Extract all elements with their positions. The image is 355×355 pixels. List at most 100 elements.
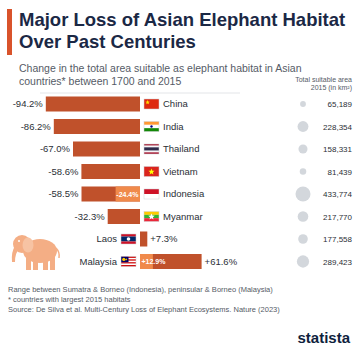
page: {"chart_data": { "type": "bar", "orienta…	[0, 0, 355, 355]
value-label: -86.2%	[21, 121, 52, 132]
area-label: 433,774	[323, 190, 352, 199]
flag-border	[121, 257, 136, 267]
category-label: Vietnam	[163, 166, 198, 177]
flag	[121, 234, 136, 244]
flag-border	[121, 234, 136, 244]
flag-stripe	[144, 99, 159, 109]
accent-bar	[7, 9, 12, 55]
category-label: Laos	[96, 233, 117, 244]
bar	[46, 97, 140, 112]
value-label: +61.6%	[205, 256, 238, 267]
area-label: 289,423	[323, 258, 352, 267]
flag-canton	[121, 257, 129, 263]
category-label: Malaysia	[80, 256, 118, 267]
area-label: 177,558	[323, 235, 352, 244]
elephant-tail	[56, 248, 59, 258]
elephant-icon	[12, 235, 59, 270]
flag	[144, 212, 159, 222]
flag-stripe	[121, 264, 136, 265]
value-label: -67.0%	[40, 143, 71, 154]
bars	[46, 97, 202, 270]
flag	[144, 99, 159, 109]
area-circle	[298, 211, 309, 222]
area-circle	[296, 187, 311, 202]
text-line: countries* between 1700 and 2015	[19, 75, 181, 87]
flag-border	[144, 167, 159, 177]
elephant-leg	[33, 256, 38, 270]
value-label: -32.3%	[75, 211, 106, 222]
flag-stripe	[121, 242, 136, 245]
area-circle	[297, 255, 309, 267]
flag-stripe	[144, 218, 159, 221]
flag-star	[148, 169, 154, 175]
flag-stripe	[144, 128, 159, 131]
flag-crescent	[122, 258, 125, 261]
flag-stripe	[144, 125, 159, 128]
value-label: -94.2%	[13, 98, 44, 109]
area-label: 65,189	[328, 100, 353, 109]
area-circle	[298, 234, 308, 244]
elephant-leg	[50, 256, 55, 270]
category-label: China	[163, 98, 189, 109]
title: Major Loss of Asian Elephant HabitatOver…	[19, 9, 345, 52]
note: Source: De Silva et al. Multi-Century Lo…	[8, 305, 280, 314]
flag-stripe	[144, 147, 159, 150]
text-line: Major Loss of Asian Elephant Habitat	[19, 9, 345, 30]
category-label: India	[163, 121, 184, 132]
flag-star	[125, 258, 127, 260]
bar	[108, 209, 140, 224]
elephant-leg	[43, 256, 48, 270]
elephant-leg	[26, 256, 31, 270]
text-line: Over Past Centuries	[19, 31, 196, 52]
flag-wheel	[150, 125, 152, 127]
category-label: Myanmar	[163, 211, 203, 222]
axis-line	[40, 93, 240, 94]
bar	[73, 142, 140, 157]
flag-stripe	[144, 122, 159, 125]
labels: -94.2% China 65,189 -86.2% India 228,354 -67.0…	[13, 98, 353, 266]
bar	[54, 119, 140, 134]
area-circle	[298, 121, 309, 132]
flag-border	[144, 189, 159, 199]
flag-border	[144, 99, 159, 109]
value-label: -58.6%	[48, 166, 79, 177]
flag-stripe	[144, 194, 159, 199]
flag-star	[145, 100, 149, 104]
value-label: +7.3%	[150, 233, 178, 244]
flag	[144, 189, 159, 199]
note: * countries with largest 2015 habitats	[8, 295, 131, 304]
area-header: Total suitable area2015 (in km²)	[295, 76, 352, 92]
flag-stripe	[121, 262, 136, 263]
range-label: +12.9%	[142, 258, 167, 265]
area-circle	[298, 144, 307, 153]
area-label: 81,439	[328, 168, 353, 177]
bar	[81, 164, 140, 179]
range-label: -24.4%	[116, 191, 139, 198]
flag	[121, 257, 136, 267]
flag-star	[148, 213, 154, 219]
flag	[144, 122, 159, 132]
area-circle	[300, 168, 306, 174]
text-line: 2015 (in km²)	[311, 84, 352, 92]
chart: Major Loss of Asian Elephant HabitatOver…	[0, 0, 355, 355]
flag-border	[144, 144, 159, 154]
area-label: 228,354	[323, 123, 352, 132]
flag-disc	[127, 237, 131, 241]
flag-border	[144, 212, 159, 222]
elephant-trunk	[12, 246, 19, 262]
range-bar	[116, 187, 140, 202]
flag-stripe	[144, 146, 159, 148]
area-label: 217,770	[323, 213, 352, 222]
bar	[140, 232, 147, 247]
bar	[140, 254, 202, 269]
text-line: Total suitable area	[295, 76, 352, 83]
elephant-eye	[18, 240, 20, 242]
flag-border	[144, 122, 159, 132]
flag	[144, 167, 159, 177]
value-label: -58.5%	[48, 188, 79, 199]
flag-stripe	[144, 151, 159, 153]
brand: statista	[297, 329, 350, 346]
area-circle	[300, 101, 306, 107]
area-label: 158,331	[323, 145, 352, 154]
category-label: Thailand	[163, 143, 199, 154]
